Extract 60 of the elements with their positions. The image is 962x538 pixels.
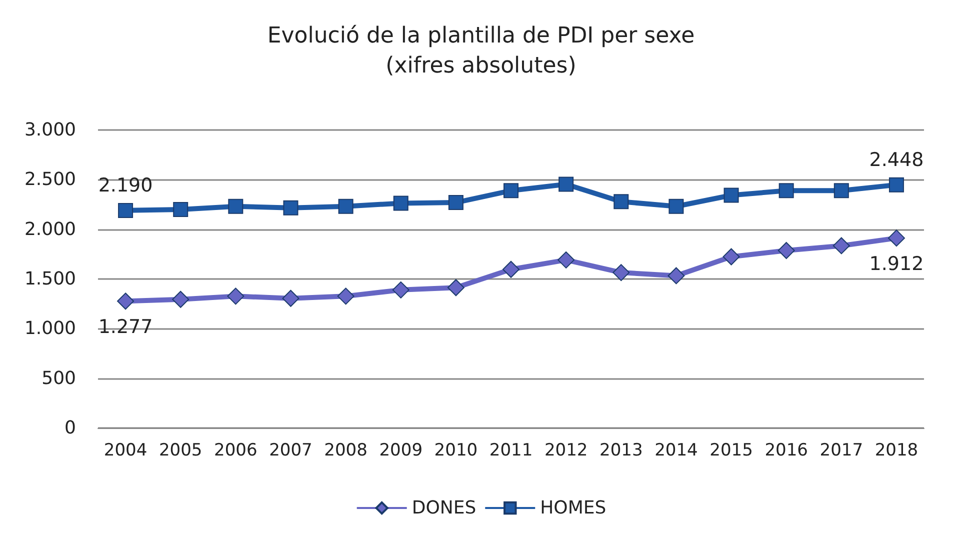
point bbox=[888, 230, 905, 247]
data-label: 1.277 bbox=[98, 316, 153, 338]
legend-label: HOMES bbox=[540, 498, 606, 518]
point bbox=[834, 183, 849, 198]
data-label: 2.190 bbox=[98, 174, 153, 196]
point bbox=[448, 195, 464, 210]
x-tick-label: 2017 bbox=[820, 440, 864, 460]
y-tick-label: 2.500 bbox=[24, 169, 76, 190]
data-label: 1.912 bbox=[869, 253, 924, 276]
y-tick-label: 500 bbox=[42, 368, 76, 389]
legend-label: DONES bbox=[412, 498, 476, 518]
point bbox=[447, 279, 464, 296]
y-tick-label: 0 bbox=[64, 418, 76, 438]
y-tick-label: 1.500 bbox=[24, 268, 76, 290]
x-tick-label: 2012 bbox=[544, 440, 588, 460]
point bbox=[888, 177, 904, 192]
x-tick-label: 2016 bbox=[764, 440, 808, 460]
data-label: 2.448 bbox=[869, 148, 924, 171]
point bbox=[393, 196, 408, 211]
point bbox=[338, 198, 354, 214]
point bbox=[283, 200, 298, 216]
point bbox=[558, 176, 574, 192]
point bbox=[832, 237, 850, 254]
y-tick-label: 1.000 bbox=[24, 318, 76, 340]
x-tick-label: 2008 bbox=[324, 440, 368, 460]
x-tick-label: 2010 bbox=[434, 440, 478, 460]
y-tick-label: 2.000 bbox=[24, 218, 76, 240]
point bbox=[173, 202, 188, 217]
point bbox=[227, 288, 244, 305]
point bbox=[778, 242, 795, 259]
y-tick-label: 3.000 bbox=[24, 120, 76, 140]
point bbox=[118, 202, 134, 218]
point bbox=[504, 183, 518, 198]
x-tick-label: 2014 bbox=[654, 440, 698, 460]
point bbox=[778, 183, 794, 198]
point bbox=[172, 290, 190, 308]
chart-subtitle: (xifres absolutes) bbox=[386, 54, 576, 78]
x-tick-label: 2013 bbox=[600, 440, 643, 460]
point bbox=[668, 267, 685, 284]
point bbox=[668, 198, 684, 214]
point bbox=[612, 264, 630, 282]
point bbox=[722, 248, 740, 266]
point bbox=[558, 251, 575, 268]
point bbox=[117, 292, 134, 310]
x-tick-label: 2004 bbox=[104, 440, 148, 460]
x-tick-label: 2006 bbox=[214, 440, 258, 460]
x-tick-label: 2018 bbox=[874, 440, 918, 460]
point bbox=[282, 290, 300, 307]
point bbox=[724, 188, 739, 203]
x-tick-label: 2005 bbox=[158, 440, 202, 460]
point bbox=[392, 281, 410, 298]
point bbox=[614, 194, 629, 210]
point bbox=[502, 260, 520, 278]
point bbox=[228, 198, 244, 214]
x-tick-label: 2011 bbox=[489, 440, 533, 460]
x-tick-label: 2015 bbox=[710, 440, 753, 460]
x-tick-label: 2009 bbox=[379, 440, 422, 460]
x-tick-label: 2007 bbox=[269, 440, 312, 460]
point bbox=[337, 288, 354, 305]
chart-title: Evolució de la plantilla de PDI per sexe bbox=[267, 24, 695, 48]
